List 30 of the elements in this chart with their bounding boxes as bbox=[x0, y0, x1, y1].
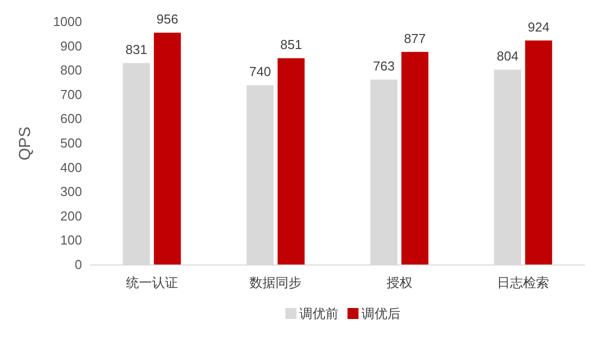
data-label: 831 bbox=[126, 42, 148, 58]
bar bbox=[278, 58, 305, 265]
y-tick-label: 900 bbox=[60, 38, 82, 54]
data-label: 763 bbox=[373, 58, 395, 74]
data-label: 740 bbox=[249, 64, 271, 80]
y-tick-label: 1000 bbox=[53, 14, 82, 29]
bar bbox=[401, 52, 428, 265]
y-tick-label: 100 bbox=[60, 232, 82, 248]
y-tick-label: 300 bbox=[60, 184, 82, 200]
y-tick-label: 200 bbox=[60, 208, 82, 224]
y-tick-label: 500 bbox=[60, 136, 82, 150]
x-tick-label: 日志检索 bbox=[497, 275, 550, 290]
y-tick-label: 0 bbox=[74, 257, 82, 272]
x-tick-label: 数据同步 bbox=[250, 275, 302, 290]
bar bbox=[525, 40, 552, 265]
y-tick-label: 700 bbox=[60, 86, 82, 102]
y-tick-label: 800 bbox=[60, 62, 82, 78]
y-tick-label: 400 bbox=[60, 160, 82, 175]
x-tick-label: 授权 bbox=[386, 275, 412, 290]
data-label: 804 bbox=[496, 48, 518, 64]
x-tick-label: 统一认证 bbox=[126, 275, 178, 290]
data-label: 877 bbox=[404, 30, 426, 46]
y-tick-label: 600 bbox=[60, 111, 82, 126]
data-label: 851 bbox=[280, 37, 302, 52]
y-axis-title: QPS bbox=[17, 126, 34, 160]
data-label: 956 bbox=[156, 12, 178, 27]
bar bbox=[154, 32, 181, 265]
data-label: 924 bbox=[528, 19, 550, 34]
legend-label: 调优后 bbox=[362, 306, 400, 321]
legend-label: 调优前 bbox=[300, 306, 338, 321]
